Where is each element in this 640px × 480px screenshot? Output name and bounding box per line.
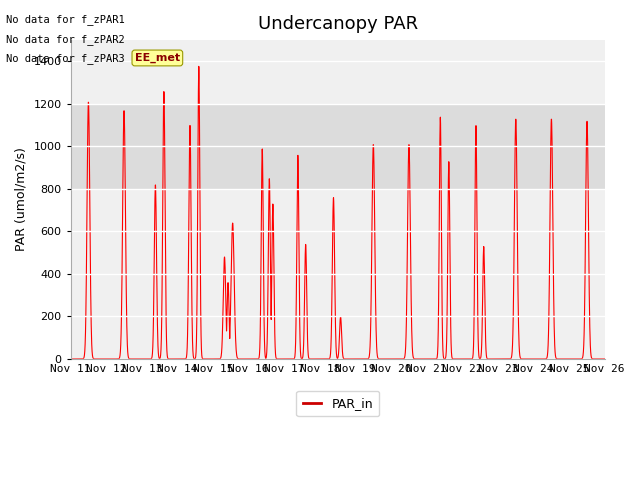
Title: Undercanopy PAR: Undercanopy PAR	[258, 15, 418, 33]
Text: EE_met: EE_met	[135, 53, 180, 63]
Text: No data for f_zPAR1: No data for f_zPAR1	[6, 14, 125, 25]
Text: No data for f_zPAR2: No data for f_zPAR2	[6, 34, 125, 45]
Legend: PAR_in: PAR_in	[296, 391, 379, 417]
Text: No data for f_zPAR3: No data for f_zPAR3	[6, 53, 125, 64]
Y-axis label: PAR (umol/m2/s): PAR (umol/m2/s)	[15, 147, 28, 252]
Bar	[70, 104, 605, 189]
